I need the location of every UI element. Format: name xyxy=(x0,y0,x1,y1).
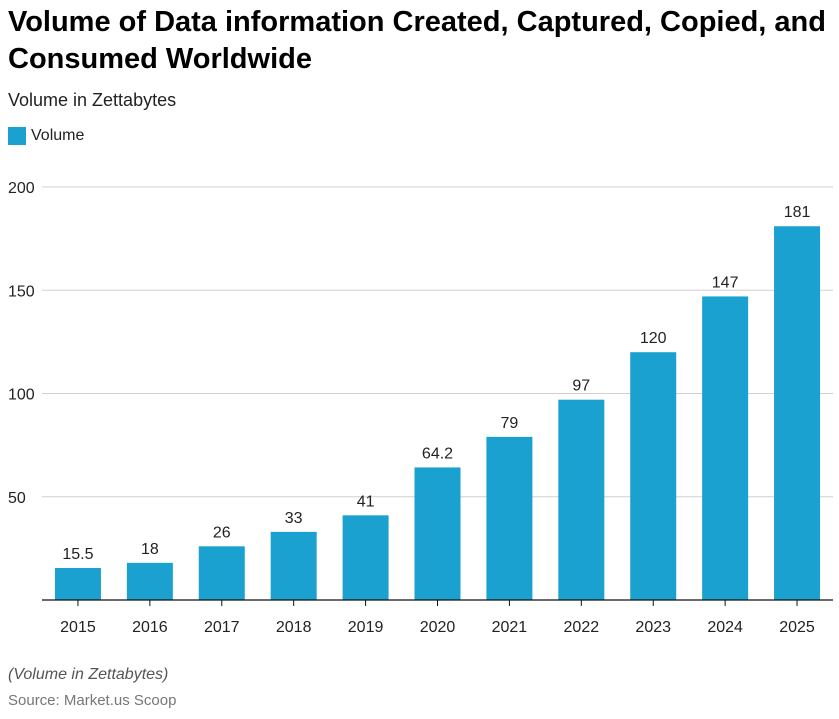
bar xyxy=(270,531,317,600)
bar xyxy=(486,436,533,600)
bar xyxy=(630,352,677,600)
x-tick-label: 2016 xyxy=(132,619,168,636)
bar xyxy=(126,562,173,600)
data-label: 18 xyxy=(141,541,159,558)
footnote: (Volume in Zettabytes) xyxy=(8,666,169,683)
chart-subtitle: Volume in Zettabytes xyxy=(8,90,177,110)
x-tick-label: 2018 xyxy=(276,619,312,636)
data-label: 15.5 xyxy=(62,546,93,563)
bar xyxy=(342,515,389,600)
bar xyxy=(774,226,821,601)
bar xyxy=(54,567,101,600)
x-tick-label: 2017 xyxy=(204,619,240,636)
bar xyxy=(414,467,461,600)
data-label: 97 xyxy=(572,378,590,395)
y-tick-label: 200 xyxy=(8,180,35,197)
data-label: 181 xyxy=(784,204,811,221)
bar-chart: 50 100 150 200 15.5 2015 18 2016 26 2017 33 2018 41 2… xyxy=(8,180,833,636)
chart-title: Volume of Data information Created, Capt… xyxy=(8,6,826,75)
source-note: Source: Market.us Scoop xyxy=(8,692,177,709)
x-tick-label: 2022 xyxy=(564,619,600,636)
y-tick-label: 50 xyxy=(8,490,26,507)
bar xyxy=(558,399,605,600)
legend-label: Volume xyxy=(31,127,85,144)
legend: Volume xyxy=(8,127,84,145)
y-tick-label: 150 xyxy=(8,283,35,300)
x-tick-label: 2020 xyxy=(420,619,456,636)
y-tick-label: 100 xyxy=(8,387,35,404)
data-label: 64.2 xyxy=(422,445,453,462)
data-label: 147 xyxy=(712,274,739,291)
data-label: 79 xyxy=(501,415,519,432)
data-label: 33 xyxy=(285,510,303,527)
legend-swatch xyxy=(8,127,26,145)
x-tick-label: 2015 xyxy=(60,619,96,636)
data-label: 26 xyxy=(213,524,231,541)
x-tick-label: 2024 xyxy=(707,619,743,636)
x-tick-label: 2025 xyxy=(779,619,815,636)
bar xyxy=(702,296,749,600)
x-tick-label: 2021 xyxy=(492,619,528,636)
x-tick-label: 2019 xyxy=(348,619,384,636)
data-label: 120 xyxy=(640,330,667,347)
x-tick-label: 2023 xyxy=(635,619,671,636)
bar xyxy=(198,546,245,600)
data-label: 41 xyxy=(357,493,375,510)
